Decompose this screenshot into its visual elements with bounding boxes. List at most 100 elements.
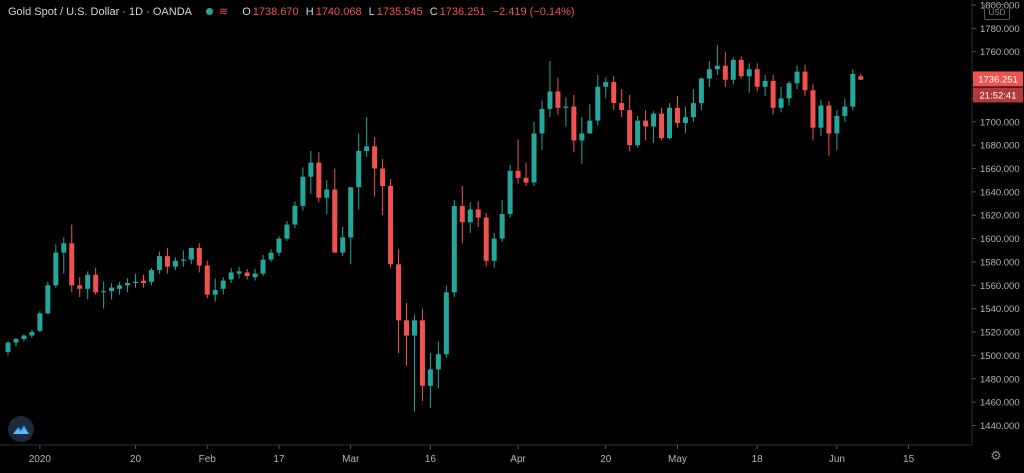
candle-body	[587, 120, 593, 134]
market-open-dot-icon	[206, 8, 213, 15]
candle	[459, 186, 465, 244]
candle	[53, 244, 59, 288]
candle	[148, 267, 154, 286]
y-tick-label: 1680.000	[980, 141, 1020, 152]
y-tick-label: 1780.000	[980, 24, 1020, 35]
candle-body	[348, 187, 354, 238]
candle-body	[284, 224, 290, 239]
candle-body	[443, 292, 449, 355]
candle	[140, 274, 146, 288]
candle	[435, 341, 441, 389]
open-label: O	[242, 5, 251, 18]
candle	[172, 257, 178, 271]
x-tick-label: 2020	[29, 454, 52, 465]
candle-body	[499, 214, 505, 239]
candle-body	[388, 186, 394, 265]
candle	[794, 65, 800, 90]
x-tick-label: Mar	[342, 454, 360, 465]
candle-body	[396, 264, 402, 321]
candle-body	[228, 272, 234, 280]
x-tick-label: Apr	[510, 454, 526, 465]
candle	[77, 277, 83, 297]
candle	[188, 247, 194, 265]
candle	[29, 329, 35, 338]
y-tick-label: 1760.000	[980, 47, 1020, 58]
candle	[316, 152, 322, 203]
candle	[411, 314, 417, 412]
ohlc-values: O 1738.670 H 1740.068 L 1735.545 C 1736.251 …	[242, 6, 574, 18]
x-tick-label: Jun	[829, 454, 845, 465]
candle-body	[5, 342, 11, 352]
candle	[810, 84, 816, 141]
currency-button[interactable]: USD	[984, 4, 1010, 20]
candle	[69, 224, 75, 293]
candle	[156, 251, 162, 274]
candle-body	[786, 83, 792, 99]
candle	[5, 341, 11, 356]
candle	[762, 75, 768, 97]
low-label: L	[368, 5, 375, 18]
y-tick-label: 1440.000	[980, 421, 1020, 432]
last-price-tag: 1736.251 21:52:41	[973, 71, 1023, 103]
candle	[364, 117, 370, 157]
open-value: 1738.670	[252, 5, 299, 18]
candle	[491, 232, 497, 268]
candle-body	[507, 170, 513, 215]
candle-body	[404, 320, 409, 336]
candle-body	[563, 106, 569, 108]
candle	[690, 89, 696, 122]
candle-body	[483, 217, 489, 261]
candle-body	[276, 238, 282, 253]
candle	[13, 337, 19, 347]
candle-body	[260, 259, 266, 274]
candle-body	[77, 285, 83, 289]
candle-body	[627, 110, 633, 146]
gear-icon[interactable]: ⚙	[990, 448, 1002, 463]
candle	[722, 51, 728, 87]
candle	[276, 236, 282, 257]
candle	[93, 267, 99, 295]
candle	[61, 237, 67, 274]
candle	[204, 260, 210, 299]
candle-body	[411, 320, 417, 336]
candle-body	[316, 162, 322, 198]
candle-body	[356, 151, 362, 188]
candle-body	[244, 272, 250, 276]
candle-body	[778, 98, 784, 108]
tradingview-logo-icon[interactable]	[8, 416, 34, 442]
candle	[292, 201, 298, 229]
candle	[117, 281, 123, 295]
candle	[236, 266, 242, 279]
symbol-title[interactable]: Gold Spot / U.S. Dollar · 1D · OANDA	[8, 5, 192, 18]
candle	[388, 179, 394, 268]
candle	[260, 254, 266, 276]
last-price-box	[973, 71, 1023, 87]
candle	[850, 69, 856, 111]
candle-body	[101, 291, 107, 293]
candle	[499, 200, 505, 243]
candle-body	[651, 113, 657, 127]
candle-body	[515, 170, 521, 178]
time-axis[interactable]: 2020 20 Feb 17 Mar 16 Apr 20 May 18 Jun 15	[29, 445, 915, 465]
candle	[667, 103, 673, 140]
candle	[858, 73, 864, 80]
candle	[85, 271, 91, 300]
candle-body	[29, 332, 35, 336]
candle	[523, 162, 529, 187]
candle	[21, 334, 27, 342]
y-tick-label: 1540.000	[980, 304, 1020, 315]
candle	[332, 168, 338, 253]
price-axis[interactable]: 1440.000 1460.000 1480.000 1500.000 1520.000…	[972, 1, 1020, 432]
candle	[45, 281, 51, 315]
candle-body	[555, 91, 561, 108]
y-tick-label: 1560.000	[980, 281, 1020, 292]
candle-body	[667, 107, 673, 139]
candle	[300, 167, 306, 211]
candle	[37, 311, 43, 333]
x-tick-label: 17	[273, 454, 285, 465]
candle	[770, 75, 776, 115]
candle-body	[220, 280, 226, 289]
candle	[555, 77, 561, 115]
